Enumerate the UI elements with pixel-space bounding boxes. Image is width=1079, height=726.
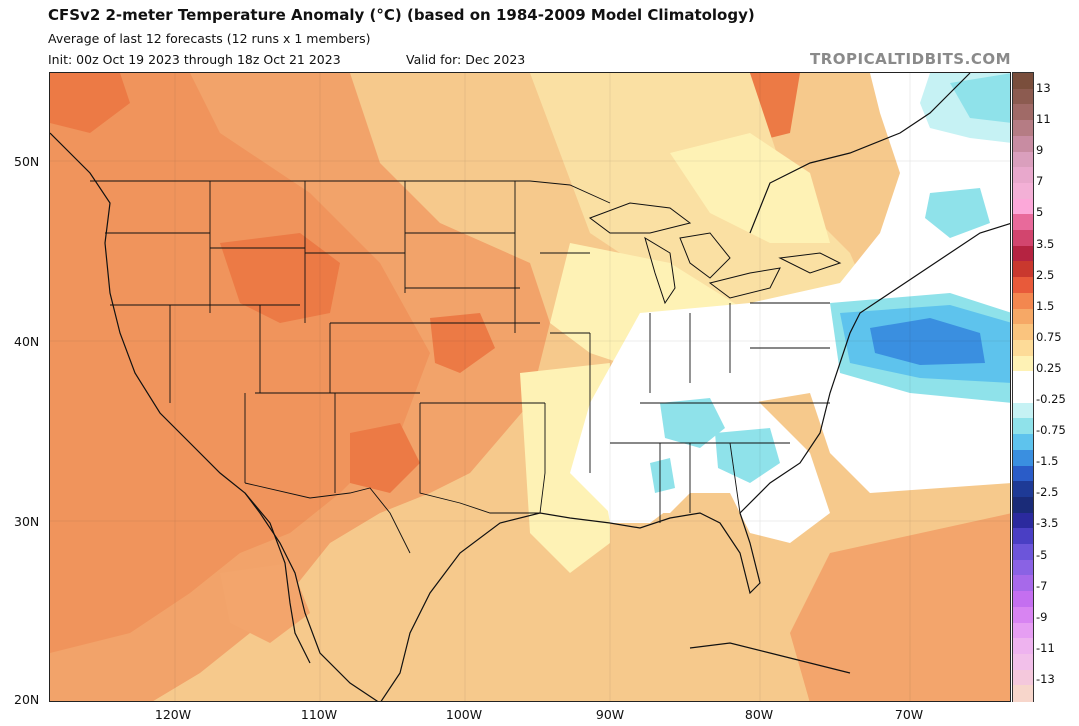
colorbar-label: 1.5	[1036, 298, 1055, 313]
colorbar-segment	[1013, 355, 1033, 372]
colorbar-label: -1.5	[1036, 454, 1059, 469]
colorbar-label: 7	[1036, 174, 1044, 189]
lon-label-110w: 110W	[300, 707, 338, 722]
colorbar-label: -5	[1036, 547, 1048, 562]
colorbar-segment	[1013, 622, 1033, 639]
colorbar-segment	[1013, 324, 1033, 341]
colorbar-segment	[1013, 402, 1033, 419]
lat-label-50n: 50N	[14, 154, 40, 169]
coastlines	[50, 73, 1010, 701]
lon-label-70w: 70W	[894, 707, 924, 722]
colorbar-segment	[1013, 371, 1033, 388]
colorbar-segment	[1013, 230, 1033, 247]
colorbar-segment	[1013, 418, 1033, 435]
colorbar-segment	[1013, 277, 1033, 294]
colorbar-segment	[1013, 638, 1033, 655]
borders	[90, 180, 830, 554]
colorbar-segment	[1013, 339, 1033, 357]
colorbar-segment	[1013, 528, 1033, 545]
colorbar-label: 2.5	[1036, 267, 1055, 282]
colorbar-segment	[1013, 151, 1033, 168]
colorbar-segment	[1013, 544, 1033, 561]
colorbar-label: 13	[1036, 81, 1051, 95]
lat-label-20n: 20N	[14, 692, 40, 707]
map-subtitle: Average of last 12 forecasts (12 runs x …	[48, 31, 371, 46]
colorbar-label: 5	[1036, 205, 1044, 220]
colorbar-segment	[1013, 575, 1033, 592]
colorbar-segment	[1013, 73, 1033, 90]
colorbar-segment	[1013, 198, 1033, 215]
colorbar-label: -0.75	[1036, 423, 1066, 438]
anomaly-fill-cool	[650, 73, 1010, 493]
colorbar-segment	[1013, 434, 1033, 451]
colorbar-segment	[1013, 559, 1033, 576]
colorbar-segment	[1013, 167, 1033, 184]
colorbar-segment	[1013, 653, 1033, 671]
great-lakes	[588, 202, 842, 305]
colorbar-label: -11	[1036, 640, 1055, 655]
colorbar	[1012, 72, 1034, 702]
gridlines	[50, 73, 1010, 701]
lat-label-40n: 40N	[14, 334, 40, 349]
colorbar-segment	[1013, 135, 1033, 153]
colorbar-label: -9	[1036, 609, 1048, 624]
colorbar-segment	[1013, 261, 1033, 278]
colorbar-segment	[1013, 308, 1033, 325]
colorbar-label: -0.25	[1036, 392, 1066, 406]
colorbar-label: -3.5	[1036, 516, 1059, 531]
colorbar-segment	[1013, 88, 1033, 105]
colorbar-label: 0.25	[1036, 360, 1062, 375]
colorbar-label: 9	[1036, 143, 1044, 158]
colorbar-segment	[1013, 449, 1033, 467]
colorbar-segment	[1013, 214, 1033, 231]
colorbar-segment	[1013, 387, 1033, 404]
colorbar-segment	[1013, 182, 1033, 200]
colorbar-segment	[1013, 606, 1033, 624]
colorbar-segment	[1013, 481, 1033, 498]
lon-label-100w: 100W	[445, 707, 483, 722]
colorbar-segment	[1013, 685, 1033, 702]
anomaly-map	[49, 72, 1011, 702]
colorbar-label: 11	[1036, 112, 1051, 127]
lon-label-120w: 120W	[154, 707, 192, 722]
colorbar-segment	[1013, 245, 1033, 262]
colorbar-segment	[1013, 591, 1033, 608]
site-credit: TROPICALTIDBITS.COM	[810, 50, 1011, 68]
lat-label-30n: 30N	[14, 514, 40, 529]
colorbar-segment	[1013, 120, 1033, 137]
init-time: Init: 00z Oct 19 2023 through 18z Oct 21…	[48, 52, 341, 67]
colorbar-label: 0.75	[1036, 329, 1062, 344]
colorbar-label: -7	[1036, 578, 1048, 593]
colorbar-label: -13	[1036, 671, 1055, 686]
colorbar-label: -2.5	[1036, 485, 1059, 500]
map-title: CFSv2 2-meter Temperature Anomaly (°C) (…	[48, 6, 755, 24]
colorbar-segment	[1013, 669, 1033, 686]
colorbar-segment	[1013, 292, 1033, 310]
lon-label-80w: 80W	[744, 707, 774, 722]
colorbar-segment	[1013, 496, 1033, 514]
lon-label-90w: 90W	[595, 707, 625, 722]
valid-time: Valid for: Dec 2023	[406, 52, 526, 67]
colorbar-segment	[1013, 104, 1033, 121]
colorbar-segment	[1013, 512, 1033, 529]
colorbar-label: 3.5	[1036, 236, 1055, 251]
colorbar-segment	[1013, 465, 1033, 482]
